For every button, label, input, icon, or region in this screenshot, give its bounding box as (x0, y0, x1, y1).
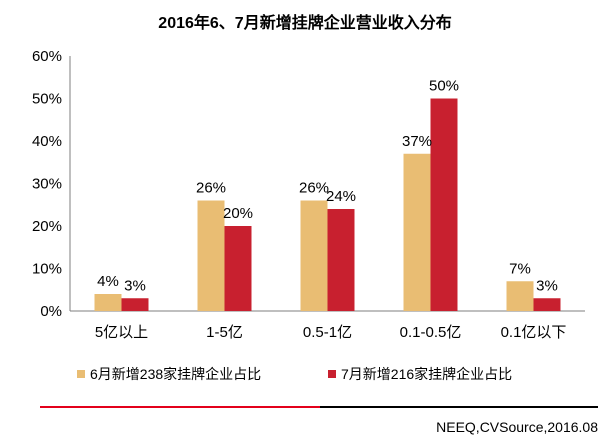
y-tick-label: 0% (40, 303, 62, 320)
y-tick-label: 20% (32, 218, 62, 235)
y-tick-label: 60% (32, 48, 62, 65)
x-category-label: 0.1亿以下 (501, 324, 567, 341)
bar-value-label: 4% (97, 273, 119, 290)
bar-june (197, 200, 225, 311)
y-tick-label: 50% (32, 91, 62, 108)
bar-july (327, 209, 355, 311)
bar-june (94, 294, 122, 311)
bar-value-label: 3% (536, 277, 558, 294)
legend-swatch (328, 370, 336, 378)
legend-swatch (77, 370, 85, 378)
x-category-label: 0.1-0.5亿 (400, 324, 462, 341)
bar-july (121, 298, 149, 311)
bar-june (506, 281, 534, 311)
y-tick-label: 30% (32, 176, 62, 193)
bar-july (533, 298, 561, 311)
y-tick-label: 40% (32, 133, 62, 150)
x-category-label: 0.5-1亿 (303, 324, 352, 341)
bar-value-label: 26% (299, 180, 329, 197)
bar-value-label: 26% (196, 180, 226, 197)
bar-value-label: 37% (402, 133, 432, 150)
bar-value-label: 50% (429, 78, 459, 95)
y-tick-label: 10% (32, 261, 62, 278)
x-category-label: 1-5亿 (206, 324, 243, 341)
bar-july (224, 226, 252, 311)
legend-entry: 6月新增238家挂牌企业占比 (90, 366, 261, 382)
bar-value-label: 7% (509, 260, 531, 277)
bar-july (430, 98, 458, 311)
bar-june (403, 153, 431, 311)
chart-title: 2016年6、7月新增挂牌企业营业收入分布 (158, 13, 451, 32)
bar-value-label: 20% (223, 205, 253, 222)
x-category-label: 5亿以上 (95, 324, 148, 341)
bar-june (300, 200, 328, 311)
legend-entry: 7月新增216家挂牌企业占比 (341, 366, 512, 382)
bar-value-label: 24% (326, 188, 356, 205)
source-note: NEEQ,CVSource,2016.08 (436, 419, 598, 435)
bar-value-label: 3% (124, 277, 146, 294)
